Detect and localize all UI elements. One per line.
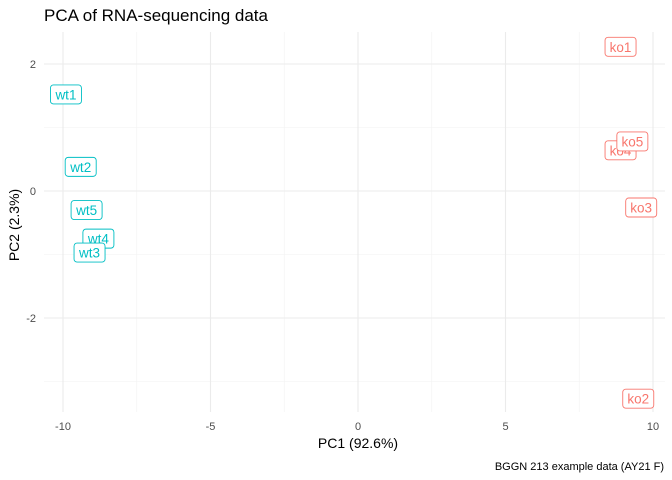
label-box <box>70 200 103 221</box>
point-label-wt5: wt5 <box>70 200 103 221</box>
point-label-wt3: wt3 <box>73 242 106 263</box>
y-axis-title: PC2 (2.3%) <box>6 189 22 261</box>
y-tick-label: -2 <box>26 313 36 325</box>
label-text: wt1 <box>54 87 76 102</box>
axis-ticks: -10 -5 0 5 10 2 0 -2 <box>26 59 659 433</box>
label-box <box>73 242 106 263</box>
point-label-wt1: wt1 <box>50 84 82 105</box>
point-label-ko2: ko2 <box>622 388 655 409</box>
point-label-ko1: ko1 <box>604 36 637 57</box>
x-tick-label: 0 <box>355 421 361 433</box>
label-box <box>616 131 649 152</box>
point-label-ko3: ko3 <box>625 197 658 218</box>
label-box <box>604 36 637 57</box>
label-text: wt5 <box>75 203 97 218</box>
x-tick-label: -10 <box>55 421 71 433</box>
x-tick-label: 5 <box>502 421 508 433</box>
label-text: ko2 <box>627 392 649 407</box>
label-box <box>64 156 97 177</box>
point-labels: wt1wt2wt5wt4wt3ko1ko4ko5ko3ko2 <box>50 36 658 409</box>
label-text: wt3 <box>78 246 100 261</box>
label-text: ko3 <box>630 201 652 216</box>
label-box <box>622 388 655 409</box>
point-label-ko5: ko5 <box>616 131 649 152</box>
label-text: wt2 <box>69 160 91 175</box>
point-label-wt2: wt2 <box>64 156 97 177</box>
label-box <box>625 197 658 218</box>
x-axis-title: PC1 (92.6%) <box>318 435 398 451</box>
y-tick-label: 0 <box>30 186 36 198</box>
label-text: ko1 <box>610 40 632 55</box>
x-tick-label: 10 <box>647 421 659 433</box>
label-text: ko5 <box>621 134 643 149</box>
x-tick-label: -5 <box>206 421 216 433</box>
label-box <box>50 84 82 105</box>
chart-caption: BGGN 213 example data (AY21 F) <box>495 461 664 473</box>
y-tick-label: 2 <box>30 59 36 71</box>
chart-title: PCA of RNA-sequencing data <box>44 6 269 25</box>
